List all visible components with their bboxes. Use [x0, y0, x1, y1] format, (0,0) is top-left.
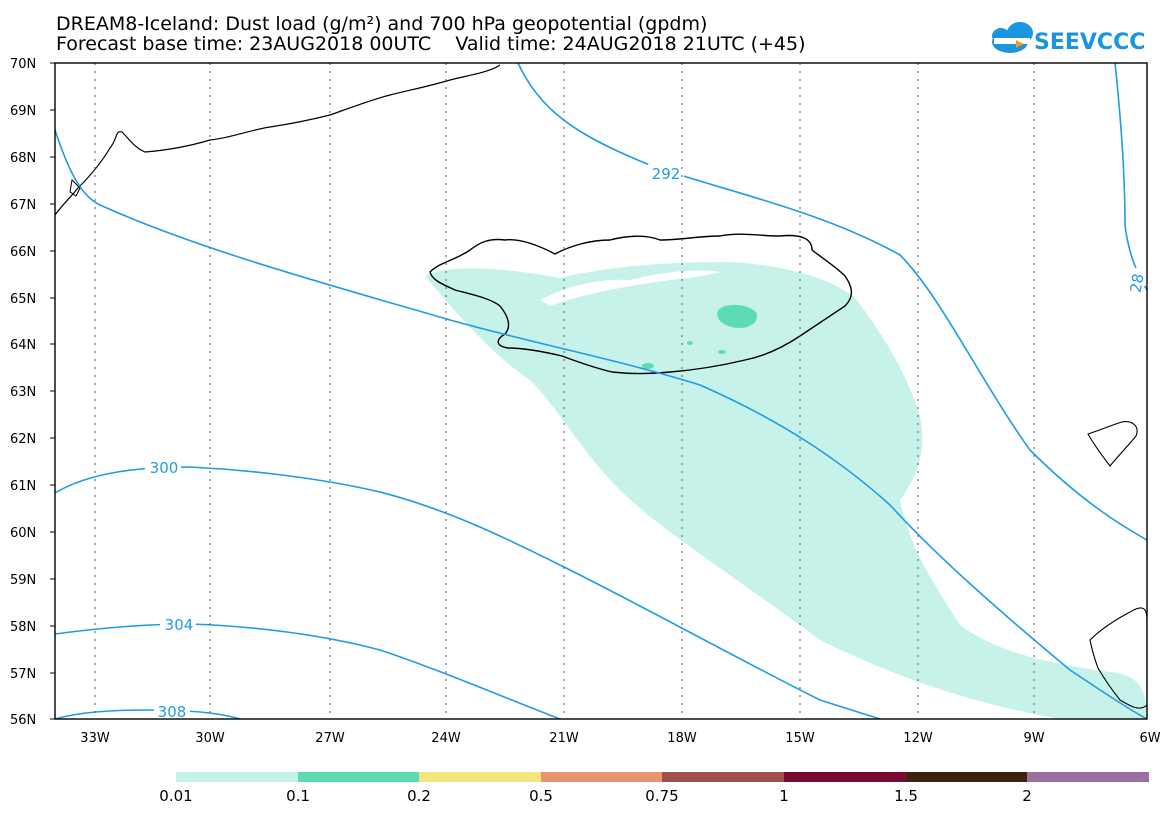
- seevccc-logo: SEEVCCC: [992, 22, 1145, 55]
- contour-308: [55, 709, 241, 719]
- colorbar-swatch: [662, 772, 784, 782]
- colorbar-label: 0.1: [286, 787, 310, 805]
- lat-label: 64N: [10, 338, 36, 353]
- logo-text: SEEVCCC: [1034, 30, 1145, 55]
- map-subtitle: Forecast base time: 23AUG2018 00UTC Vali…: [56, 33, 806, 55]
- colorbar-label: 0.01: [159, 787, 192, 805]
- lat-label: 70N: [10, 57, 36, 72]
- lon-label: 30W: [195, 731, 225, 746]
- lon-label: 24W: [431, 731, 461, 746]
- contour-label-28: 28: [1127, 272, 1148, 294]
- contour-label-304: 304: [165, 616, 194, 634]
- lat-label: 61N: [10, 479, 36, 494]
- contour-288: [1114, 63, 1147, 291]
- lat-label: 58N: [10, 620, 36, 635]
- dust-plume: [425, 262, 1147, 719]
- colorbar-swatch: [906, 772, 1027, 782]
- lon-label: 33W: [80, 731, 110, 746]
- graticule: [94, 63, 1035, 719]
- contour-304: [55, 623, 561, 719]
- lon-label: 6W: [1139, 731, 1160, 746]
- lat-label: 57N: [10, 667, 36, 682]
- lat-label: 59N: [10, 573, 36, 588]
- colorbar-label: 1.5: [894, 787, 918, 805]
- lon-label: 21W: [549, 731, 579, 746]
- contour-292: [517, 63, 1147, 541]
- geopotential-contours: [55, 63, 1147, 719]
- lon-label: 9W: [1023, 731, 1044, 746]
- colorbar-label: 0.2: [407, 787, 431, 805]
- lat-label: 56N: [10, 713, 36, 728]
- colorbar-swatch: [176, 772, 298, 782]
- lat-label: 68N: [10, 151, 36, 166]
- colorbar-label: 1: [779, 787, 789, 805]
- colorbar-swatch: [298, 772, 419, 782]
- lon-label: 27W: [315, 731, 345, 746]
- colorbar-labels: 0.01 0.1 0.2 0.5 0.75 1 1.5 2: [159, 787, 1031, 805]
- cloud-icon: [992, 22, 1033, 53]
- lat-label: 67N: [10, 198, 36, 213]
- contour-label-292: 292: [652, 165, 681, 183]
- colorbar-label: 0.5: [529, 787, 553, 805]
- contour-labels: 292 300 304 308 28: [145, 164, 1148, 721]
- lat-label: 62N: [10, 432, 36, 447]
- longitude-labels: 33W 30W 27W 24W 21W 18W 15W 12W 9W 6W: [80, 731, 1160, 746]
- dust-patch: [717, 304, 758, 328]
- lat-label: 65N: [10, 292, 36, 307]
- colorbar-swatch: [419, 772, 541, 782]
- map-title: DREAM8-Iceland: Dust load (g/m²) and 700…: [56, 13, 708, 35]
- lon-label: 12W: [903, 731, 933, 746]
- lat-label: 69N: [10, 104, 36, 119]
- coast-gap: [540, 270, 720, 306]
- colorbar-swatch: [1027, 772, 1149, 782]
- lat-label: 63N: [10, 385, 36, 400]
- colorbar-swatch: [541, 772, 662, 782]
- contour-label-300: 300: [150, 459, 179, 477]
- colorbar-swatch: [784, 772, 906, 782]
- lon-label: 18W: [667, 731, 697, 746]
- lat-label: 60N: [10, 526, 36, 541]
- lat-label: 66N: [10, 245, 36, 260]
- iceland-coast: [429, 233, 853, 375]
- colorbar: [176, 772, 1149, 782]
- greenland-coast: [55, 64, 501, 216]
- colorbar-label: 0.75: [645, 787, 678, 805]
- colorbar-label: 2: [1022, 787, 1032, 805]
- contour-label-308: 308: [158, 703, 187, 721]
- lon-label: 15W: [785, 731, 815, 746]
- contour-296: [55, 129, 1147, 719]
- latitude-labels: 70N 69N 68N 67N 66N 65N 64N 63N 62N 61N …: [10, 57, 36, 728]
